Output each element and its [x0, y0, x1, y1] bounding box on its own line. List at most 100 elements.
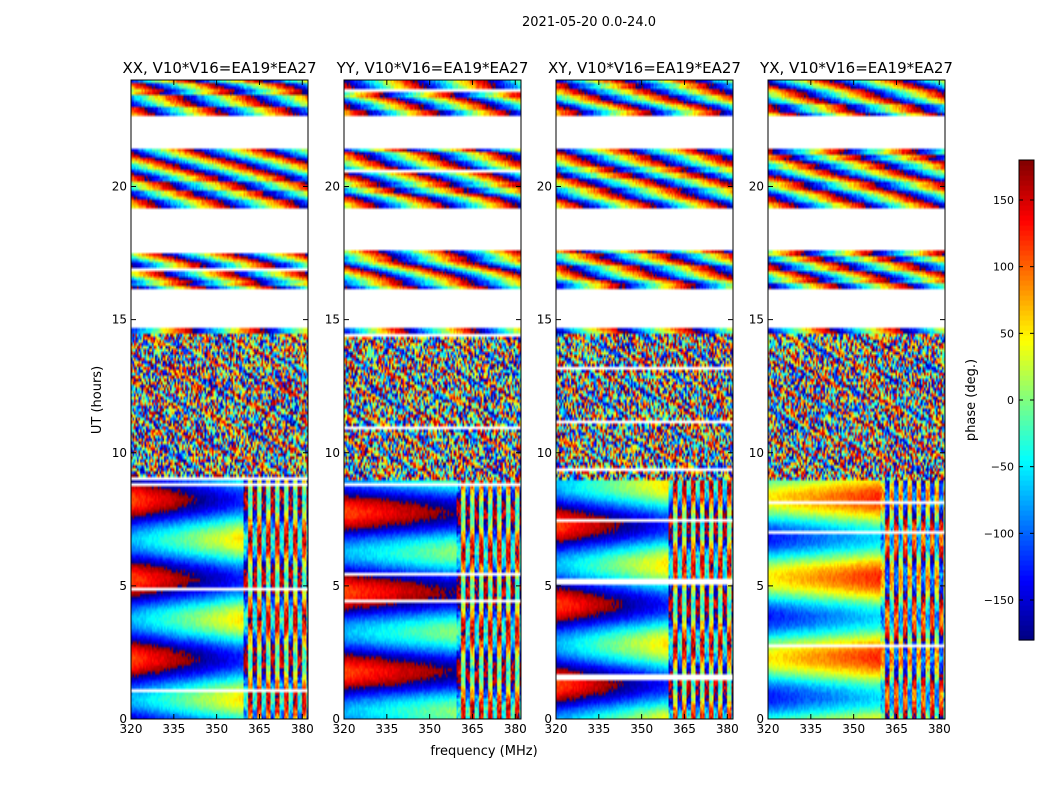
x-tick-label: 350: [842, 722, 865, 736]
axes-frame: [343, 79, 522, 720]
x-axis-label: frequency (MHz): [430, 744, 537, 759]
colorbar-segment: [1019, 295, 1034, 301]
x-tick-label: 380: [928, 722, 951, 736]
x-tick-label: 380: [291, 722, 314, 736]
colorbar-segment: [1019, 395, 1034, 401]
colorbar-segment: [1019, 420, 1034, 426]
colorbar-segment: [1019, 235, 1034, 241]
y-tick-label: 0: [544, 712, 552, 726]
colorbar-segment: [1019, 270, 1034, 276]
colorbar-segment: [1019, 615, 1034, 621]
y-tick-label: 5: [756, 579, 764, 593]
colorbar-segment: [1019, 400, 1034, 406]
x-tick-label: 320: [333, 722, 356, 736]
colorbar-segment: [1019, 450, 1034, 456]
y-tick-label: 20: [537, 180, 552, 194]
colorbar-segment: [1019, 370, 1034, 376]
colorbar-segment: [1019, 435, 1034, 441]
colorbar-segment: [1019, 535, 1034, 541]
colorbar-segment: [1019, 355, 1034, 361]
colorbar-segment: [1019, 445, 1034, 451]
colorbar-segment: [1019, 215, 1034, 221]
colorbar-segment: [1019, 230, 1034, 236]
heatmap-image: [768, 80, 945, 719]
colorbar-segment: [1019, 530, 1034, 536]
colorbar-segment: [1019, 510, 1034, 516]
colorbar-segment: [1019, 440, 1034, 446]
colorbar-segment: [1019, 300, 1034, 306]
y-tick-label: 10: [749, 446, 764, 460]
colorbar-tick-label: 0: [1007, 394, 1014, 407]
colorbar-segment: [1019, 495, 1034, 501]
colorbar-segment: [1019, 410, 1034, 416]
colorbar: −150 −100 −50 0 50 100 150: [984, 159, 1035, 641]
colorbar-segment: [1019, 165, 1034, 171]
colorbar-segment: [1019, 555, 1034, 561]
colorbar-tick-label: −100: [984, 527, 1014, 540]
colorbar-segment: [1019, 205, 1034, 211]
panel-yx: YX, V10*V16=EA19*EA27 320 335 350 365 380 0 5 10…: [749, 59, 953, 736]
colorbar-segment: [1019, 485, 1034, 491]
colorbar-segment: [1019, 515, 1034, 521]
colorbar-tick-label: −150: [984, 594, 1014, 607]
colorbar-segment: [1019, 240, 1034, 246]
y-tick-label: 15: [325, 313, 340, 327]
y-tick-label: 0: [332, 712, 340, 726]
colorbar-segment: [1019, 325, 1034, 331]
colorbar-segment: [1019, 480, 1034, 486]
colorbar-segment: [1019, 170, 1034, 176]
colorbar-segment: [1019, 610, 1034, 616]
colorbar-segment: [1019, 520, 1034, 526]
colorbar-segment: [1019, 375, 1034, 381]
y-tick-label: 10: [537, 446, 552, 460]
colorbar-segment: [1019, 385, 1034, 391]
y-tick-label: 20: [112, 180, 127, 194]
colorbar-segment: [1019, 250, 1034, 256]
colorbar-segment: [1019, 455, 1034, 461]
colorbar-segment: [1019, 310, 1034, 316]
colorbar-segment: [1019, 255, 1034, 261]
colorbar-tick-label: 150: [993, 194, 1014, 207]
colorbar-segment: [1019, 330, 1034, 336]
colorbar-segment: [1019, 500, 1034, 506]
heatmap-image: [344, 80, 521, 719]
x-tick-label: 365: [461, 722, 484, 736]
colorbar-segment: [1019, 580, 1034, 586]
colorbar-segment: [1019, 625, 1034, 631]
colorbar-segment: [1019, 335, 1034, 341]
colorbar-segment: [1019, 415, 1034, 421]
colorbar-segment: [1019, 305, 1034, 311]
colorbar-segment: [1019, 285, 1034, 291]
colorbar-segment: [1019, 190, 1034, 196]
colorbar-segment: [1019, 630, 1034, 636]
y-tick-label: 20: [749, 180, 764, 194]
colorbar-segment: [1019, 430, 1034, 436]
y-tick-label: 10: [112, 446, 127, 460]
colorbar-segment: [1019, 315, 1034, 321]
x-tick-label: 365: [673, 722, 696, 736]
panel-title: YY, V10*V16=EA19*EA27: [336, 59, 529, 77]
colorbar-segment: [1019, 320, 1034, 326]
colorbar-label: phase (deg.): [964, 359, 979, 441]
y-tick-label: 0: [756, 712, 764, 726]
y-tick-label: 0: [119, 712, 127, 726]
x-tick-label: 320: [757, 722, 780, 736]
y-axis-label: UT (hours): [90, 366, 105, 434]
x-tick-label: 380: [716, 722, 739, 736]
colorbar-segment: [1019, 200, 1034, 206]
y-tick-label: 5: [544, 579, 552, 593]
panel-title: XY, V10*V16=EA19*EA27: [548, 59, 741, 77]
axes-frame: [767, 79, 946, 720]
colorbar-segment: [1019, 585, 1034, 591]
colorbar-segment: [1019, 565, 1034, 571]
colorbar-segment: [1019, 570, 1034, 576]
colorbar-segment: [1019, 545, 1034, 551]
colorbar-segment: [1019, 185, 1034, 191]
colorbar-segment: [1019, 340, 1034, 346]
axes-frame: [555, 79, 734, 720]
colorbar-segment: [1019, 265, 1034, 271]
colorbar-segment: [1019, 590, 1034, 596]
colorbar-segment: [1019, 350, 1034, 356]
x-tick-label: 365: [885, 722, 908, 736]
colorbar-segment: [1019, 390, 1034, 396]
